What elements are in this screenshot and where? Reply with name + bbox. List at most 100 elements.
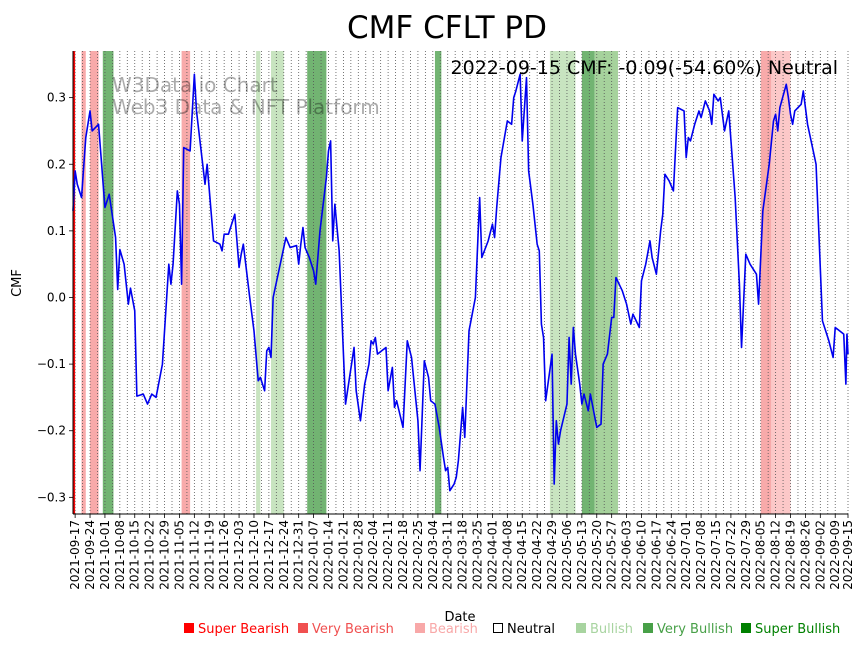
y-tick-label: −0.2 — [37, 424, 66, 438]
x-tick-label: 2022-01-07 — [307, 520, 321, 590]
legend-swatch — [643, 623, 653, 633]
y-tick-label: −0.3 — [37, 490, 66, 504]
x-axis-label: Date — [444, 610, 475, 625]
x-tick-label: 2022-01-14 — [321, 520, 335, 590]
band-very-bullish — [307, 51, 327, 514]
x-tick-label: 2022-08-05 — [754, 520, 768, 590]
x-tick-label: 2022-09-09 — [828, 520, 842, 590]
x-tick-label: 2022-07-29 — [739, 520, 753, 590]
legend-label: Bullish — [590, 622, 633, 637]
x-tick-label: 2022-06-24 — [664, 520, 678, 590]
band-very-bullish — [434, 51, 442, 514]
x-tick-label: 2022-09-15 — [841, 520, 855, 590]
band-bearish — [90, 51, 99, 514]
y-axis-label: CMF — [10, 269, 25, 297]
legend: Super Bearish Very Bearish Bearish Neutral B… — [184, 622, 840, 637]
band-very-bullish — [102, 51, 114, 514]
axes — [72, 51, 848, 515]
vertical-gridlines — [74, 51, 849, 514]
x-tick-label: 2022-03-18 — [456, 520, 470, 590]
y-tick-label: 0.1 — [47, 224, 66, 238]
x-tick-label: 2021-12-31 — [292, 520, 306, 590]
x-tick-label: 2022-03-11 — [441, 520, 455, 590]
band-super-bearish — [73, 51, 76, 514]
x-tick-label: 2022-05-20 — [590, 520, 604, 590]
x-ticks: 2021-09-17 2021-09-24 2021-10-01 2021-10-08… — [68, 514, 855, 590]
x-tick-label: 2022-04-01 — [485, 520, 499, 590]
signal-bands — [73, 51, 791, 514]
chart-title: CMF CFLT PD — [347, 10, 547, 46]
legend-item-bullish: Bullish — [576, 622, 633, 637]
watermark: W3Data.io Chart Web3 Data & NFT Platform — [112, 73, 380, 119]
legend-label: Bearish — [429, 622, 478, 637]
y-tick-label: 0.3 — [47, 91, 66, 105]
legend-swatch — [493, 623, 503, 633]
band-bullish — [256, 51, 261, 514]
x-tick-label: 2022-05-13 — [575, 520, 589, 590]
x-tick-label: 2022-01-21 — [336, 520, 350, 590]
y-tick-label: −0.1 — [37, 357, 66, 371]
legend-swatch — [415, 623, 425, 633]
x-tick-label: 2022-06-10 — [634, 520, 648, 590]
x-tick-label: 2022-08-12 — [769, 520, 783, 590]
x-tick-label: 2022-07-15 — [709, 520, 723, 590]
legend-item-neutral: Neutral — [493, 622, 555, 637]
x-tick-label: 2022-02-18 — [396, 520, 410, 590]
x-tick-label: 2021-12-03 — [232, 520, 246, 590]
legend-swatch — [298, 623, 308, 633]
x-tick-label: 2022-02-04 — [366, 520, 380, 590]
x-tick-label: 2022-05-06 — [560, 520, 574, 590]
x-tick-label: 2022-07-22 — [724, 520, 738, 590]
x-tick-label: 2021-11-05 — [172, 520, 186, 590]
status-readout: 2022-09-15 CMF: -0.09(-54.60%) Neutral — [451, 57, 838, 79]
band-bearish — [81, 51, 86, 514]
x-tick-label: 2022-08-26 — [798, 520, 812, 590]
x-tick-label: 2021-11-26 — [217, 520, 231, 590]
x-tick-label: 2021-10-29 — [158, 520, 172, 590]
legend-label: Super Bullish — [755, 622, 840, 637]
x-tick-label: 2022-05-27 — [605, 520, 619, 590]
x-tick-label: 2022-03-25 — [471, 520, 485, 590]
x-tick-label: 2022-04-15 — [515, 520, 529, 590]
legend-item-super-bearish: Super Bearish — [184, 622, 289, 637]
x-tick-label: 2022-07-08 — [694, 520, 708, 590]
band-very-bullish — [581, 51, 595, 514]
x-tick-label: 2022-04-29 — [545, 520, 559, 590]
cmf-series-line — [72, 73, 849, 492]
y-tick-label: 0.2 — [47, 157, 66, 171]
x-tick-label: 2021-10-08 — [113, 520, 127, 590]
y-ticks: −0.3 −0.2 −0.1 0.0 0.1 0.2 0.3 — [37, 91, 73, 504]
legend-label: Super Bearish — [198, 622, 289, 637]
watermark-line-2: Web3 Data & NFT Platform — [112, 95, 380, 119]
x-tick-label: 2022-07-01 — [679, 520, 693, 590]
x-tick-label: 2021-09-17 — [68, 520, 82, 590]
band-bullish — [271, 51, 284, 514]
legend-label: Very Bearish — [312, 622, 394, 637]
x-tick-label: 2022-08-19 — [784, 520, 798, 590]
x-tick-label: 2021-11-19 — [202, 520, 216, 590]
x-tick-label: 2022-04-08 — [500, 520, 514, 590]
legend-item-bearish: Bearish — [415, 622, 478, 637]
x-tick-label: 2022-06-03 — [620, 520, 634, 590]
band-bearish — [760, 51, 772, 514]
x-tick-label: 2021-09-24 — [83, 520, 97, 590]
y-tick-label: 0.0 — [47, 290, 66, 304]
x-tick-label: 2022-02-25 — [411, 520, 425, 590]
x-tick-label: 2022-02-11 — [381, 520, 395, 590]
legend-swatch — [184, 623, 194, 633]
legend-item-very-bearish: Very Bearish — [298, 622, 394, 637]
legend-swatch — [576, 623, 586, 633]
x-tick-label: 2022-04-22 — [530, 520, 544, 590]
x-tick-label: 2022-03-04 — [426, 520, 440, 590]
x-tick-label: 2021-10-15 — [128, 520, 142, 590]
legend-item-very-bullish: Very Bullish — [643, 622, 733, 637]
x-tick-label: 2022-06-17 — [649, 520, 663, 590]
legend-swatch — [741, 623, 751, 633]
legend-label: Very Bullish — [657, 622, 733, 637]
x-tick-label: 2021-12-10 — [247, 520, 261, 590]
x-tick-label: 2021-12-17 — [262, 520, 276, 590]
x-tick-label: 2022-01-28 — [351, 520, 365, 590]
legend-label: Neutral — [507, 622, 555, 637]
x-tick-label: 2022-09-02 — [813, 520, 827, 590]
